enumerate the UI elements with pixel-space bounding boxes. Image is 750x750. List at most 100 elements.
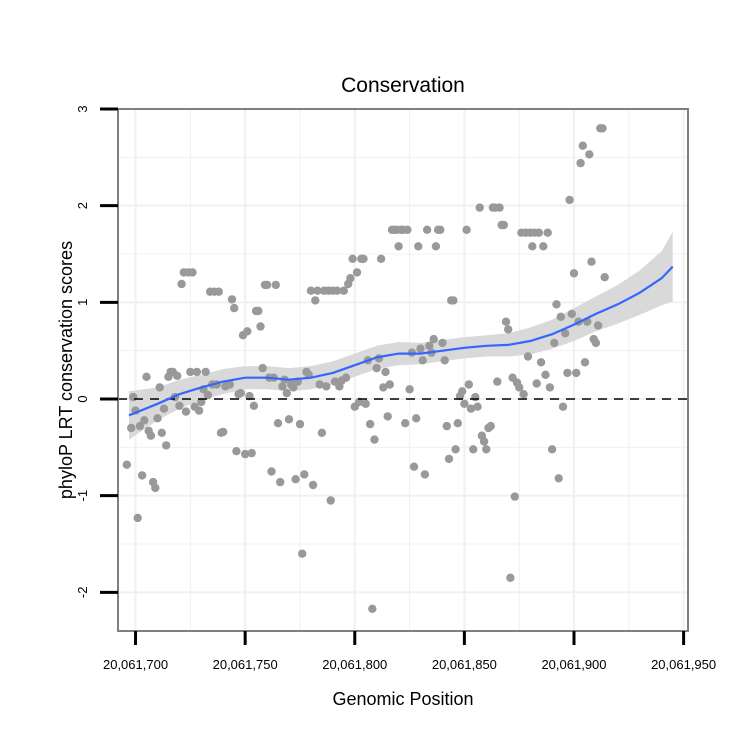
- data-point: [308, 480, 318, 490]
- data-point: [473, 402, 482, 411]
- data-point: [558, 402, 568, 411]
- data-point: [412, 414, 421, 423]
- data-point: [523, 352, 533, 361]
- data-point: [475, 203, 484, 212]
- data-point: [262, 280, 272, 290]
- data-point: [431, 242, 441, 251]
- data-point: [442, 421, 451, 431]
- data-point: [469, 445, 478, 454]
- data-point: [173, 371, 182, 380]
- data-point: [547, 445, 557, 454]
- data-point: [462, 225, 471, 234]
- data-point: [282, 389, 291, 398]
- data-point: [232, 447, 241, 456]
- data-point: [230, 303, 239, 313]
- data-point: [135, 421, 145, 431]
- data-point: [506, 573, 515, 582]
- data-point: [188, 268, 197, 277]
- data-point: [254, 306, 263, 316]
- data-point: [122, 460, 131, 469]
- data-point: [313, 286, 322, 295]
- data-point: [379, 383, 388, 392]
- x-tick-label: 20,061,850: [432, 657, 497, 672]
- data-point: [567, 309, 576, 319]
- data-point: [572, 368, 581, 378]
- data-point: [576, 158, 585, 168]
- data-point: [365, 419, 375, 429]
- x-axis: 20,061,700 20,061,750 20,061,800 20,061,850…: [103, 631, 716, 672]
- data-point: [289, 383, 298, 392]
- data-point: [519, 390, 528, 399]
- data-point: [482, 445, 491, 454]
- x-tick-label: 20,061,800: [322, 657, 387, 672]
- data-point: [580, 358, 590, 367]
- data-point: [598, 124, 607, 133]
- data-point: [155, 383, 164, 392]
- data-point: [258, 363, 267, 373]
- data-point: [440, 356, 449, 365]
- data-point: [245, 391, 254, 401]
- data-point: [438, 338, 447, 348]
- data-point: [556, 312, 565, 321]
- data-point: [227, 295, 237, 304]
- data-point: [414, 242, 423, 251]
- data-point: [326, 496, 335, 505]
- data-point: [545, 383, 555, 392]
- data-point: [591, 338, 601, 348]
- confidence-ribbon: [129, 231, 673, 440]
- data-point: [534, 228, 544, 237]
- data-point: [405, 385, 414, 394]
- y-tick-label: -2: [75, 587, 90, 599]
- y-tick-label: 0: [75, 395, 90, 402]
- data-point: [493, 377, 502, 386]
- data-point: [528, 242, 537, 251]
- data-point: [249, 401, 259, 410]
- data-point: [315, 380, 324, 389]
- data-point: [159, 404, 169, 413]
- data-point: [372, 363, 381, 373]
- data-point: [587, 257, 596, 266]
- data-point: [451, 445, 460, 454]
- data-point: [129, 392, 138, 402]
- data-point: [420, 470, 430, 479]
- data-point: [137, 471, 147, 480]
- data-point: [486, 421, 495, 431]
- data-point: [429, 334, 438, 344]
- data-point: [133, 513, 142, 523]
- data-point: [140, 416, 149, 425]
- data-point: [403, 225, 412, 234]
- data-point: [416, 344, 425, 353]
- data-point: [146, 431, 156, 440]
- data-point: [499, 220, 508, 230]
- data-point: [370, 435, 379, 444]
- data-point: [186, 367, 195, 377]
- data-point: [561, 329, 570, 338]
- data-point: [504, 325, 513, 334]
- scatter-points: [122, 124, 609, 613]
- x-tick-label: 20,061,950: [651, 657, 716, 672]
- data-point: [241, 449, 250, 459]
- data-point: [162, 441, 171, 450]
- x-axis-label: Genomic Position: [332, 689, 473, 709]
- data-point: [471, 392, 480, 402]
- data-point: [295, 419, 305, 429]
- data-point: [243, 327, 252, 336]
- data-point: [550, 338, 559, 348]
- data-point: [127, 423, 136, 433]
- data-point: [464, 380, 473, 389]
- data-point: [552, 300, 561, 309]
- data-point: [383, 412, 392, 421]
- plot-border: [117, 108, 689, 632]
- data-point: [236, 389, 245, 398]
- data-point: [460, 399, 469, 408]
- data-point: [361, 399, 370, 408]
- data-point: [225, 380, 234, 389]
- data-point: [322, 382, 331, 391]
- data-point: [291, 475, 300, 484]
- y-tick-label: 2: [75, 202, 90, 209]
- data-point: [600, 273, 609, 282]
- data-point: [273, 419, 283, 428]
- data-point: [153, 414, 162, 423]
- data-point: [284, 415, 294, 424]
